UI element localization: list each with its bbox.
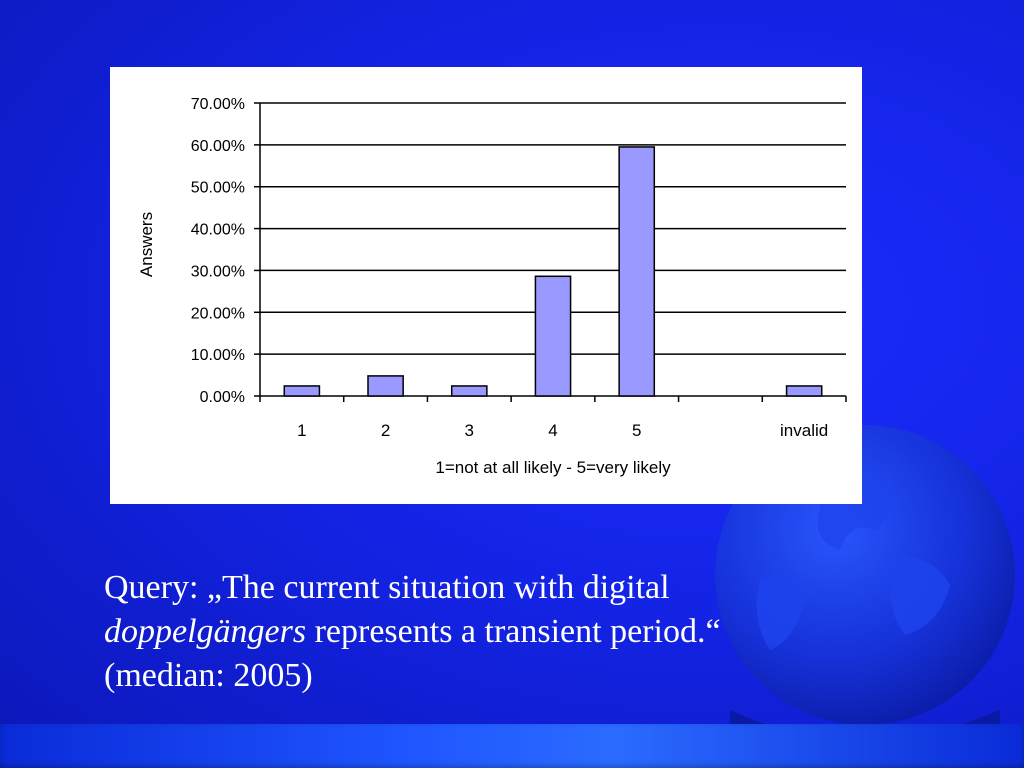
caption: Query: „The current situation with digit… bbox=[104, 566, 964, 698]
bar-chart: 0.00% 10.00% 20.00% 30.00% 40.00% 50.00% 60.00… bbox=[137, 96, 847, 477]
y-tick-label: 0.00% bbox=[200, 389, 245, 406]
bar-invalid bbox=[785, 385, 823, 397]
bar-1 bbox=[283, 385, 321, 397]
y-tick-label: 70.00% bbox=[191, 96, 245, 113]
caption-line-2-rest: represents a transient period.“ bbox=[306, 613, 721, 650]
x-axis-label: 1=not at all likely - 5=very likely bbox=[435, 458, 671, 477]
caption-line-3: (median: 2005) bbox=[104, 657, 313, 694]
x-tick-label: 1 bbox=[297, 421, 306, 440]
x-tick-label: 2 bbox=[381, 421, 390, 440]
y-tick-label: 40.00% bbox=[191, 222, 245, 239]
bottom-bar bbox=[0, 724, 1024, 768]
bar-2 bbox=[367, 375, 404, 397]
caption-line-2: doppelgängers represents a transient per… bbox=[104, 610, 964, 654]
caption-line-1: Query: „The current situation with digit… bbox=[104, 569, 670, 606]
y-tick-label: 30.00% bbox=[191, 263, 245, 280]
y-tick-label: 20.00% bbox=[191, 305, 245, 322]
y-tick-label: 10.00% bbox=[191, 347, 245, 364]
caption-italic-word: doppelgängers bbox=[104, 613, 307, 650]
y-tick-label: 50.00% bbox=[191, 180, 245, 197]
chart-panel: 0.00% 10.00% 20.00% 30.00% 40.00% 50.00% 60.00… bbox=[110, 67, 862, 504]
x-tick-label: 3 bbox=[465, 421, 474, 440]
bar-3 bbox=[450, 385, 488, 397]
bar-4 bbox=[534, 275, 572, 397]
y-axis-label: Answers bbox=[137, 212, 156, 277]
x-tick-label: 4 bbox=[548, 421, 557, 440]
y-tick-label: 60.00% bbox=[191, 138, 245, 155]
bar-5 bbox=[618, 146, 656, 397]
x-tick-label: 5 bbox=[632, 421, 641, 440]
x-tick-label: invalid bbox=[780, 421, 828, 440]
